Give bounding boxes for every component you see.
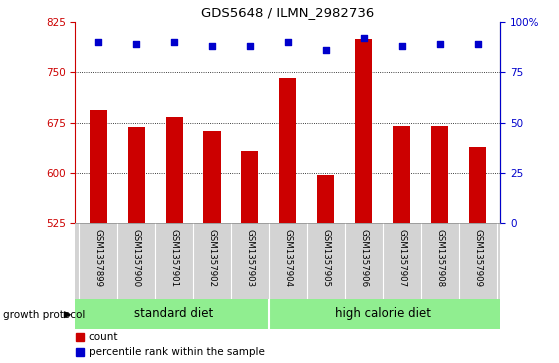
Bar — [203, 131, 221, 223]
Bar — [165, 117, 183, 223]
Text: GSM1357901: GSM1357901 — [169, 229, 178, 287]
Bar — [89, 110, 107, 223]
Point — [359, 35, 368, 41]
Point — [321, 47, 330, 53]
Point — [132, 41, 141, 47]
Bar — [318, 175, 334, 223]
Point — [473, 41, 482, 47]
Text: percentile rank within the sample: percentile rank within the sample — [89, 347, 265, 357]
Point — [94, 39, 103, 45]
Point — [435, 41, 444, 47]
Text: GSM1357904: GSM1357904 — [283, 229, 292, 287]
Text: GSM1357906: GSM1357906 — [359, 229, 368, 287]
Text: standard diet: standard diet — [135, 307, 214, 321]
Title: GDS5648 / ILMN_2982736: GDS5648 / ILMN_2982736 — [201, 6, 375, 19]
Text: GSM1357909: GSM1357909 — [473, 229, 482, 287]
Point — [169, 39, 178, 45]
Point — [283, 39, 292, 45]
Point — [207, 43, 216, 49]
Bar — [241, 151, 258, 223]
Text: GSM1357903: GSM1357903 — [245, 229, 254, 287]
Text: GSM1357899: GSM1357899 — [94, 229, 103, 287]
Bar — [469, 147, 486, 223]
Text: growth protocol: growth protocol — [3, 310, 85, 320]
Bar — [280, 78, 296, 223]
Text: GSM1357902: GSM1357902 — [207, 229, 216, 287]
Text: GSM1357900: GSM1357900 — [132, 229, 141, 287]
Bar — [127, 127, 145, 223]
Bar — [355, 38, 372, 223]
Text: GSM1357905: GSM1357905 — [321, 229, 330, 287]
Text: GSM1357908: GSM1357908 — [435, 229, 444, 287]
Point — [245, 43, 254, 49]
Point — [397, 43, 406, 49]
Bar — [431, 126, 448, 223]
Text: count: count — [89, 332, 119, 342]
Text: high calorie diet: high calorie diet — [335, 307, 431, 321]
Bar — [393, 126, 410, 223]
Text: GSM1357907: GSM1357907 — [397, 229, 406, 287]
